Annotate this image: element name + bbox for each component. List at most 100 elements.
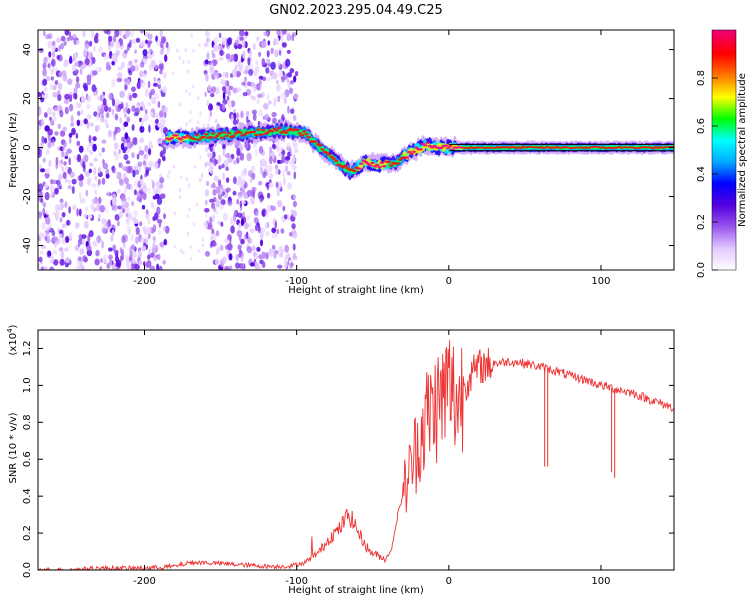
noise-speckle <box>57 94 62 102</box>
noise-speckle <box>145 237 148 246</box>
noise-speckle <box>97 96 101 101</box>
noise-speckle <box>116 188 121 194</box>
noise-speckle <box>233 66 238 73</box>
noise-speckle <box>250 95 254 100</box>
noise-speckle <box>292 32 297 37</box>
noise-speckle <box>68 31 72 37</box>
noise-speckle <box>81 238 85 245</box>
noise-speckle <box>243 193 249 200</box>
noise-speckle <box>57 83 62 90</box>
noise-speckle <box>248 50 253 57</box>
y-tick-label: 0.0 <box>22 562 33 578</box>
noise-speckle <box>178 55 181 60</box>
noise-speckle <box>101 240 104 249</box>
noise-speckle <box>267 204 272 213</box>
noise-speckle <box>237 244 242 250</box>
ridge-point <box>254 133 259 137</box>
noise-speckle <box>126 108 131 115</box>
noise-speckle <box>84 221 89 229</box>
noise-speckle <box>158 265 163 270</box>
noise-speckle <box>76 140 81 147</box>
noise-speckle <box>227 157 233 163</box>
noise-speckle <box>91 56 96 65</box>
noise-speckle <box>247 57 251 66</box>
colorbar-tick-label: 0.0 <box>696 262 707 278</box>
noise-speckle <box>118 178 124 186</box>
noise-speckle <box>116 77 123 83</box>
ridge-point <box>277 126 282 130</box>
noise-speckle <box>62 126 67 132</box>
ridge-point <box>203 133 209 136</box>
noise-speckle <box>232 86 238 95</box>
noise-speckle <box>225 53 231 60</box>
noise-speckle <box>79 248 85 255</box>
noise-speckle <box>243 222 249 230</box>
noise-speckle <box>111 197 117 206</box>
noise-speckle <box>124 113 127 119</box>
noise-speckle <box>144 145 148 153</box>
noise-speckle <box>114 214 120 221</box>
noise-speckle <box>259 239 264 247</box>
noise-speckle <box>49 183 55 193</box>
noise-speckle <box>286 78 290 83</box>
noise-speckle <box>195 202 199 207</box>
noise-speckle <box>231 114 234 123</box>
y-tick-label: 20 <box>22 92 33 105</box>
noise-speckle <box>265 231 270 237</box>
ridge-point <box>404 156 410 159</box>
noise-speckle <box>157 122 162 128</box>
noise-speckle <box>55 156 59 165</box>
noise-speckle <box>50 76 54 81</box>
noise-speckle <box>189 110 192 115</box>
noise-speckle <box>193 165 197 169</box>
noise-speckle <box>276 37 280 46</box>
noise-speckle <box>109 258 113 267</box>
noise-speckle <box>283 214 288 220</box>
noise-speckle <box>215 230 220 237</box>
noise-speckle <box>38 147 41 156</box>
noise-speckle <box>291 228 297 234</box>
noise-speckle <box>186 214 189 219</box>
noise-speckle <box>249 177 253 183</box>
noise-speckle <box>54 187 59 195</box>
noise-speckle <box>218 204 225 210</box>
noise-speckle <box>56 37 62 43</box>
noise-speckle <box>136 81 142 90</box>
noise-speckle <box>69 171 75 178</box>
noise-speckle <box>47 40 53 47</box>
noise-speckle <box>258 109 263 117</box>
noise-speckle <box>219 103 224 112</box>
noise-speckle <box>139 41 143 48</box>
noise-speckle <box>138 149 145 156</box>
noise-speckle <box>50 69 53 75</box>
noise-speckle <box>86 94 91 103</box>
noise-speckle <box>248 69 254 76</box>
noise-speckle <box>152 82 158 87</box>
noise-speckle <box>111 98 116 107</box>
noise-speckle <box>118 103 124 110</box>
noise-speckle <box>204 91 207 98</box>
ridge-point <box>448 145 453 148</box>
noise-speckle <box>38 183 44 192</box>
noise-speckle <box>61 166 65 173</box>
noise-speckle <box>76 208 79 217</box>
noise-speckle <box>92 143 97 152</box>
noise-speckle <box>107 45 112 51</box>
noise-speckle <box>87 51 92 59</box>
noise-speckle <box>274 49 279 58</box>
noise-speckle <box>225 166 229 171</box>
noise-speckle <box>133 58 138 64</box>
noise-speckle <box>192 222 196 227</box>
noise-speckle <box>157 253 161 261</box>
noise-speckle <box>222 150 225 156</box>
noise-speckle <box>246 215 251 220</box>
noise-speckle <box>166 51 170 56</box>
y-tick-label: 0.2 <box>22 525 33 541</box>
noise-speckle <box>280 36 284 43</box>
noise-speckle <box>293 75 297 83</box>
noise-speckle <box>203 222 206 227</box>
noise-speckle <box>162 156 166 162</box>
noise-speckle <box>242 178 246 186</box>
noise-speckle <box>230 225 235 234</box>
noise-speckle <box>45 75 51 82</box>
